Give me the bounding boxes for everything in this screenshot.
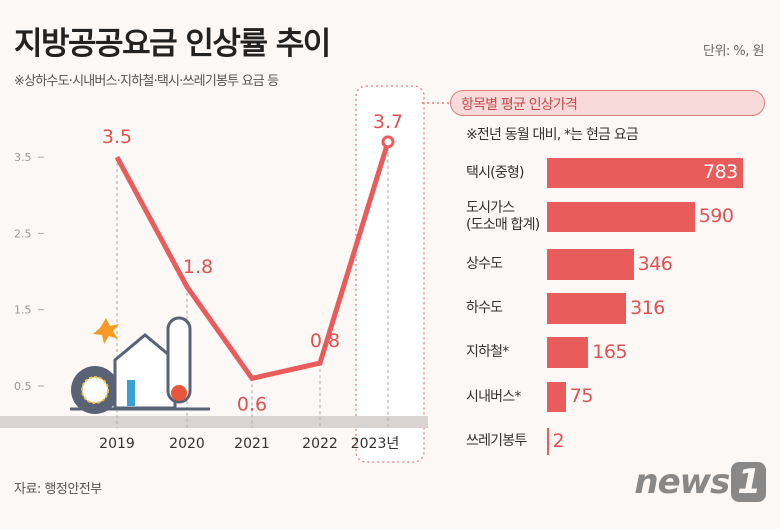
x-tick-label: 2021 (234, 436, 270, 452)
bar-value-label: 590 (698, 205, 734, 227)
y-tick-label: 1.5 (14, 304, 32, 317)
bar (547, 337, 589, 368)
bar-label: 지하철* (466, 344, 509, 360)
door-icon (127, 380, 135, 406)
y-tick-label: 3.5 (14, 151, 32, 164)
y-tick-label: 2.5 (14, 227, 32, 240)
baseline-band (0, 416, 428, 428)
bar-value-label: 316 (630, 296, 665, 319)
subtitle: ※상하수도·시내버스·지하철·택시·쓰레기봉투 요금 등 (14, 74, 279, 89)
x-tick-label: 2022 (302, 436, 338, 452)
x-tick-label: 2020 (169, 436, 205, 452)
bar-label: 상수도 (466, 256, 503, 272)
data-point-2023 (381, 135, 395, 149)
news1-logo: news 1 (634, 462, 766, 502)
bar-value-label: 346 (637, 252, 673, 275)
bar-chart-note: ※전년 동월 대비, *는 현금 요금 (466, 127, 639, 143)
bar-value-label: 165 (592, 340, 628, 363)
bar-label: 시내버스* (466, 388, 521, 405)
highlight-box-2023 (355, 85, 425, 463)
y-tick-label: 0.5 (14, 380, 32, 393)
data-label: 3.5 (102, 126, 132, 148)
bar-label: 쓰레기봉투 (466, 433, 527, 449)
thermometer-bulb-icon (171, 385, 187, 401)
line-chart: 3.5 2.5 1.5 0.5 2019 2020 2021 2022 2023년 3.5 1.8 0… (0, 85, 428, 463)
unit-label: 단위: %, 원 (702, 44, 765, 59)
page-title: 지방공공요금 인상률 추이 (14, 26, 331, 62)
bar (547, 158, 743, 188)
bar-label: 도시가스 (도소매 합계) (466, 200, 540, 233)
bar (547, 293, 627, 324)
lpg-label-icon (81, 376, 109, 404)
bar-label: 하수도 (466, 300, 503, 316)
bar-value-label: 75 (569, 385, 594, 407)
bar-label: 택시(중형) (466, 164, 524, 181)
bar-value-label: 783 (703, 161, 738, 183)
bar (547, 249, 634, 280)
data-label: 0.6 (237, 393, 267, 415)
x-tick-label: 2019 (99, 436, 135, 452)
source-label: 자료: 행정안전부 (14, 482, 102, 497)
x-tick-label: 2023년 (351, 436, 400, 452)
bar-chart-title: 항목별 평균 인상가격 (450, 90, 765, 116)
data-label: 0.8 (310, 330, 340, 352)
spark-icon (93, 318, 119, 344)
bar (547, 202, 695, 232)
data-label: 1.8 (183, 256, 213, 278)
bar (547, 428, 549, 455)
bar (547, 382, 566, 412)
series-line (114, 141, 391, 382)
bar-chart: 택시(중형) 783 도시가스 (도소매 합계) 590 상수도 346 하수도 316 지하철*… (466, 158, 743, 455)
data-label: 3.7 (373, 111, 403, 133)
thermometer-icon (166, 316, 192, 404)
bar-value-label: 2 (552, 429, 565, 452)
